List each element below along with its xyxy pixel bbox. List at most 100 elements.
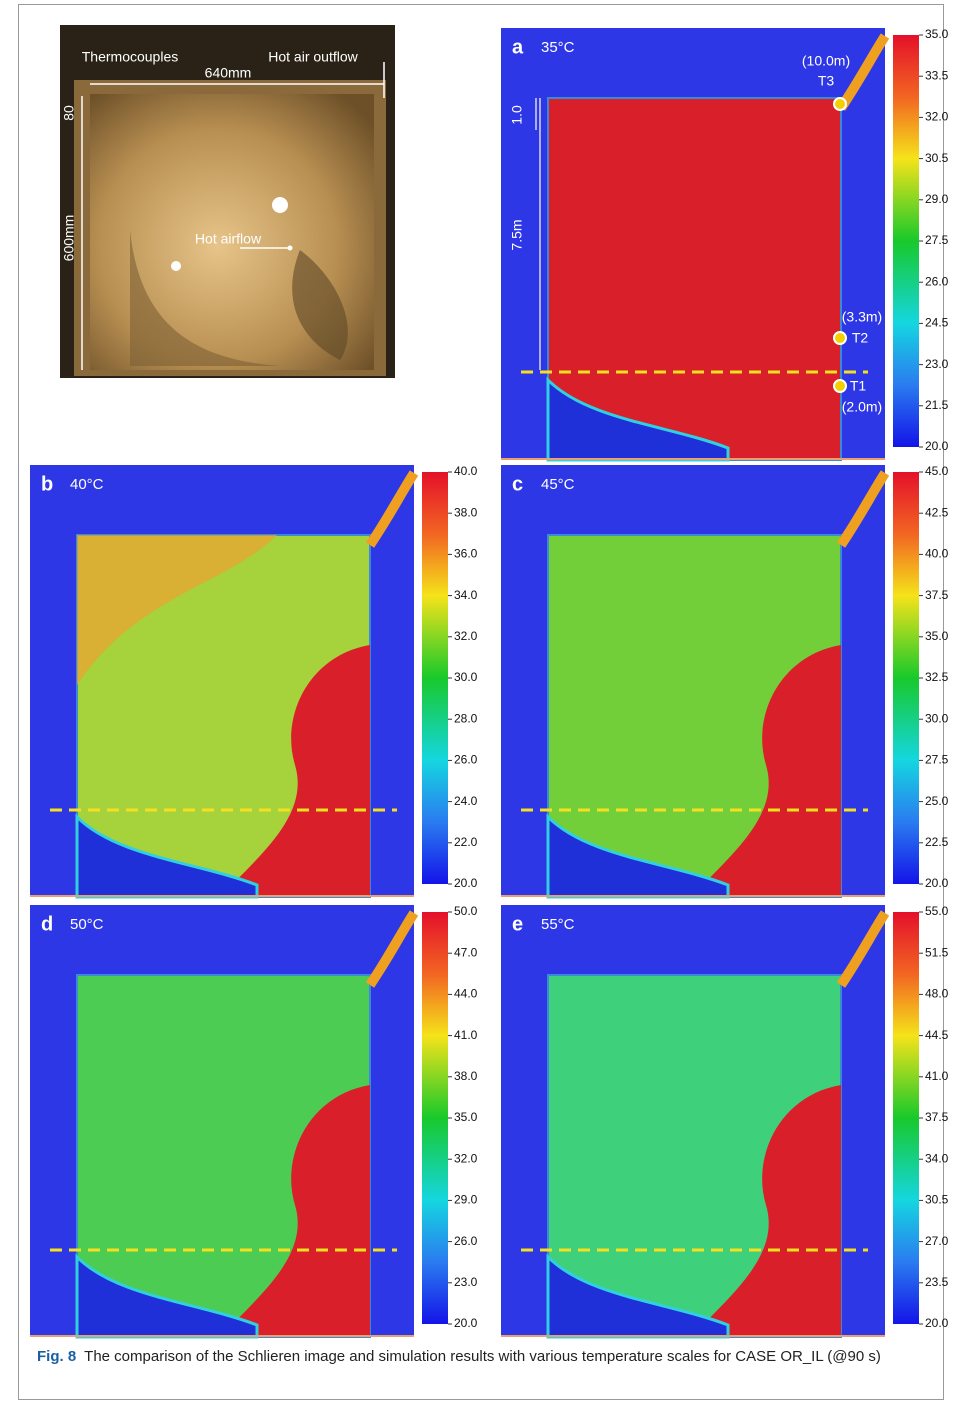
annotation: T3 [818,73,835,89]
panel: a 35°C 35.0 33.5 32.0 30.5 29.0 27.5 26.0 24.5 23.… [501,27,949,462]
room [547,97,842,461]
colorbar-label: 41.0 [454,1028,478,1042]
panel-letter: d [41,913,53,935]
colorbar-label: 29.0 [925,192,949,206]
colorbar-label: 32.5 [925,670,949,684]
cool-region [75,813,259,899]
photo-label: Thermocouples [82,49,179,65]
colorbar-label: 27.5 [925,753,949,767]
colorbar-label: 38.0 [454,1069,478,1083]
panel-letter: a [512,36,524,58]
colorbar-label: 23.0 [454,1275,478,1289]
colorbar-label: 35.0 [454,1110,478,1124]
colorbar-label: 23.0 [925,357,949,371]
photo-label: 80 [61,105,77,121]
colorbar-label: 37.5 [925,588,949,602]
hot-region [691,645,841,897]
plume [365,470,419,548]
annotation: T1 [850,378,867,394]
colorbar [893,912,919,1324]
photo-label: Hot air outflow [268,49,358,65]
colorbar-label: 45.0 [925,464,949,478]
colorbar-label: 20.0 [925,1316,949,1330]
plume [836,33,890,111]
colorbar-label: 32.0 [454,629,478,643]
panel-temperature: 50°C [70,916,104,933]
plume [836,910,890,988]
colorbar-label: 33.5 [925,68,949,82]
colorbar-label: 30.5 [925,151,949,165]
panel-letter: b [41,473,53,495]
colorbar-label: 35.0 [925,629,949,643]
panel-temperature: 40°C [70,476,104,493]
colorbar-label: 27.5 [925,233,949,247]
colorbar-label: 20.0 [454,876,478,890]
colorbar-label: 22.0 [454,835,478,849]
colorbar-label: 40.0 [925,547,949,561]
plume [365,910,419,988]
colorbar-label: 21.5 [925,398,949,412]
colorbar-label: 44.5 [925,1028,949,1042]
annotation: T2 [852,330,869,346]
photo-label: Hot airflow [195,231,262,247]
panel: b 40°C 40.0 38.0 36.0 34.0 32.0 30.0 28.0 26.0 24.… [30,464,478,899]
colorbar-label: 27.0 [925,1234,949,1248]
annotation: (2.0m) [842,399,882,415]
colorbar-label: 26.0 [454,1234,478,1248]
colorbar-label: 38.0 [454,505,478,519]
colorbar-label: 26.0 [454,753,478,767]
colorbar-label: 36.0 [454,547,478,561]
colorbar-label: 44.0 [454,987,478,1001]
colorbar-label: 47.0 [454,945,478,959]
annotation: (3.3m) [842,309,882,325]
plume [836,470,890,548]
simulation-panels: a 35°C 35.0 33.5 32.0 30.5 29.0 27.5 26.0 24.5 23.… [30,27,949,1339]
panel-a-annotations: 1.0 7.5m (10.0m) T3 (3.3m) T2 T1 (2.0m) [509,53,883,415]
colorbar-label: 32.0 [925,110,949,124]
colorbar-label: 20.0 [925,876,949,890]
panel-temperature: 55°C [541,916,575,933]
colorbar-label: 42.5 [925,505,949,519]
panel-letter: e [512,913,523,935]
colorbar-label: 24.0 [454,794,478,808]
colorbar-label: 34.0 [925,1151,949,1165]
colorbar [422,912,448,1324]
caption-label: Fig. 8 [37,1348,77,1365]
colorbar-label: 30.5 [925,1193,949,1207]
colorbar-label: 29.0 [454,1193,478,1207]
panel: d 50°C 50.0 47.0 44.0 41.0 38.0 35.0 32.0 29.0 26.… [30,904,478,1339]
annotation: 1.0 [509,105,525,125]
hot-region [691,1085,841,1337]
colorbar [893,472,919,884]
photo-label: 600mm [61,215,77,262]
annotation: 7.5m [509,219,525,250]
colorbar-label: 30.0 [454,670,478,684]
colorbar-label: 28.0 [454,711,478,725]
colorbar-label: 35.0 [925,27,949,41]
colorbar-label: 22.5 [925,835,949,849]
cool-region [546,376,730,462]
caption-text: The comparison of the Schlieren image an… [84,1348,881,1365]
schlieren-photo: Thermocouples 640mm Hot air outflow 80 6… [60,25,395,378]
colorbar-label: 20.0 [454,1316,478,1330]
colorbar-label: 55.0 [925,904,949,918]
colorbar-label: 40.0 [454,464,478,478]
warm-region [77,535,277,685]
colorbar-label: 51.5 [925,945,949,959]
annotation: (10.0m) [802,53,850,69]
colorbar-label: 23.5 [925,1275,949,1289]
panel-letter: c [512,473,523,495]
colorbar-label: 41.0 [925,1069,949,1083]
colorbar-label: 20.0 [925,439,949,453]
colorbar-label: 25.0 [925,794,949,808]
hot-region [220,645,370,897]
colorbar [893,35,919,447]
colorbar-label: 50.0 [454,904,478,918]
figure-frame [18,4,944,1400]
panel-temperature: 35°C [541,39,575,56]
colorbar-label: 34.0 [454,588,478,602]
cool-region [546,1253,730,1339]
panel: c 45°C 45.0 42.5 40.0 37.5 35.0 32.5 30.0 27.5 25.… [501,464,949,899]
colorbar [422,472,448,884]
